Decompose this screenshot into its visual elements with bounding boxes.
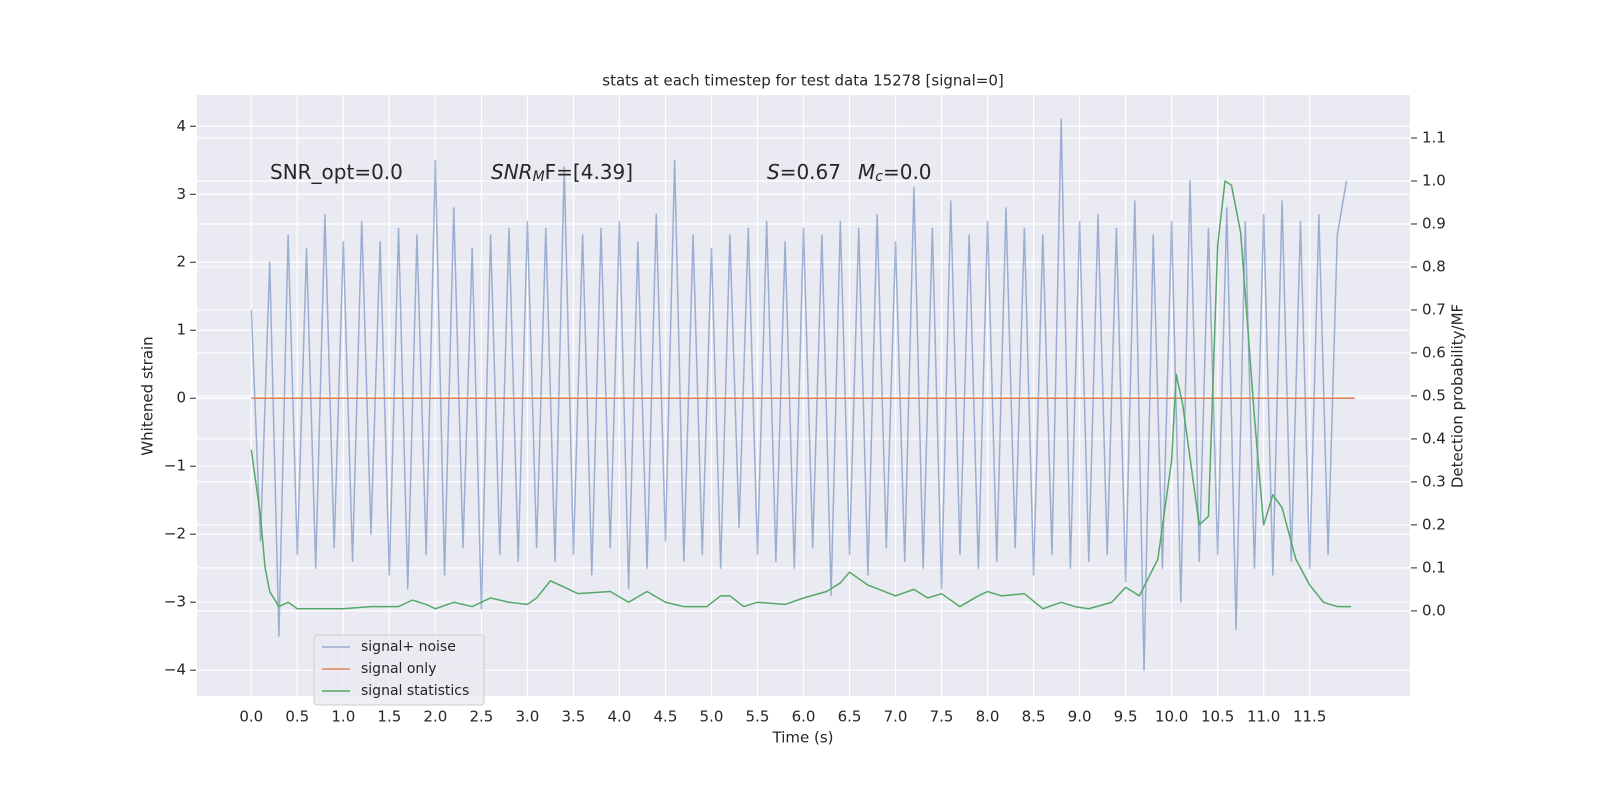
y-tick-label: 2 [176, 253, 186, 271]
x-tick-label: 10.0 [1155, 708, 1188, 726]
x-tick-label: 8.5 [1022, 708, 1046, 726]
x-tick-label: 0.0 [239, 708, 263, 726]
legend-label: signal+ noise [361, 639, 456, 655]
y-tick-label: −4 [164, 661, 186, 679]
y-tick-label: 0 [176, 389, 186, 407]
annotation-part: =0.67 [780, 160, 841, 184]
x-tick-label: 9.5 [1114, 708, 1138, 726]
y2-tick-label: 0.3 [1422, 472, 1446, 490]
x-tick-label: 6.5 [838, 708, 862, 726]
annotation-part: M [858, 160, 875, 184]
chart-title: stats at each timestep for test data 152… [602, 72, 1003, 90]
x-tick-label: 3.5 [561, 708, 585, 726]
x-tick-label: 9.0 [1068, 708, 1092, 726]
annotation-part: M [533, 169, 545, 185]
x-tick-label: 7.0 [884, 708, 908, 726]
legend: signal+ noise signal only signal statistic… [313, 634, 485, 706]
x-tick-label: 11.5 [1293, 708, 1326, 726]
y2-tick-label: 0.4 [1422, 429, 1446, 447]
x-tick-label: 4.5 [654, 708, 678, 726]
x-tick-label: 10.5 [1201, 708, 1234, 726]
y2-tick-label: 0.7 [1422, 300, 1446, 318]
x-tick-label: 11.0 [1247, 708, 1280, 726]
annotation-part: SNR_opt=0.0 [270, 160, 403, 184]
x-tick-label: 5.5 [746, 708, 770, 726]
y2-tick-label: 0.1 [1422, 558, 1446, 576]
annotation-part: c [875, 169, 883, 185]
y-tick-label: 1 [176, 321, 186, 339]
x-tick-label: 5.0 [700, 708, 724, 726]
x-tick-label: 4.0 [608, 708, 632, 726]
x-tick-label: 7.5 [930, 708, 954, 726]
x-tick-label: 3.0 [515, 708, 539, 726]
legend-label: signal statistics [361, 683, 469, 699]
y-tick-label: 3 [176, 185, 186, 203]
y2-tick-label: 0.6 [1422, 343, 1446, 361]
legend-label: signal only [361, 661, 436, 677]
annotation: Mc=0.0 [858, 160, 932, 186]
y2-tick-label: 0.8 [1422, 257, 1446, 275]
y-axis-label: Whitened strain [139, 336, 157, 455]
y-tick-label: −1 [164, 457, 186, 475]
y2-tick-label: 0.2 [1422, 515, 1446, 533]
x-tick-label: 1.5 [377, 708, 401, 726]
y2-tick-label: 1.0 [1422, 171, 1446, 189]
annotation-part: S [767, 160, 780, 184]
y-tick-label: 4 [176, 117, 186, 135]
annotation: SNRMF=[4.39] [491, 160, 633, 186]
y-tick-label: −3 [164, 593, 186, 611]
annotation-part: SNR [491, 160, 533, 184]
x-tick-label: 0.5 [285, 708, 309, 726]
annotation-part: F=[4.39] [545, 160, 633, 184]
y2-tick-label: 1.1 [1422, 128, 1446, 146]
y2-tick-label: 0.0 [1422, 601, 1446, 619]
y-tick-label: −2 [164, 525, 186, 543]
annotation: S=0.67 [767, 160, 841, 184]
y2-axis-label: Detection probability/MF [1449, 304, 1467, 488]
x-tick-label: 2.0 [423, 708, 447, 726]
x-tick-label: 1.0 [331, 708, 355, 726]
series-line [250, 180, 1352, 610]
x-tick-label: 8.0 [976, 708, 1000, 726]
x-tick-label: 2.5 [469, 708, 493, 726]
annotation-part: =0.0 [883, 160, 932, 184]
legend-frame [313, 634, 485, 706]
x-tick-label: 6.0 [792, 708, 816, 726]
y2-tick-label: 0.9 [1422, 214, 1446, 232]
x-axis-label: Time (s) [772, 729, 834, 747]
annotation: SNR_opt=0.0 [270, 160, 403, 184]
y2-tick-label: 0.5 [1422, 386, 1446, 404]
